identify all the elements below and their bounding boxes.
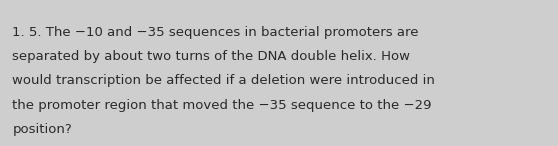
Text: would transcription be affected if a deletion were introduced in: would transcription be affected if a del… <box>12 74 435 87</box>
Text: the promoter region that moved the −35 sequence to the −29: the promoter region that moved the −35 s… <box>12 99 432 112</box>
Text: position?: position? <box>12 123 72 136</box>
Text: separated by about two turns of the DNA double helix. How: separated by about two turns of the DNA … <box>12 50 410 63</box>
Text: 1. 5. The −10 and −35 sequences in bacterial promoters are: 1. 5. The −10 and −35 sequences in bacte… <box>12 26 418 39</box>
